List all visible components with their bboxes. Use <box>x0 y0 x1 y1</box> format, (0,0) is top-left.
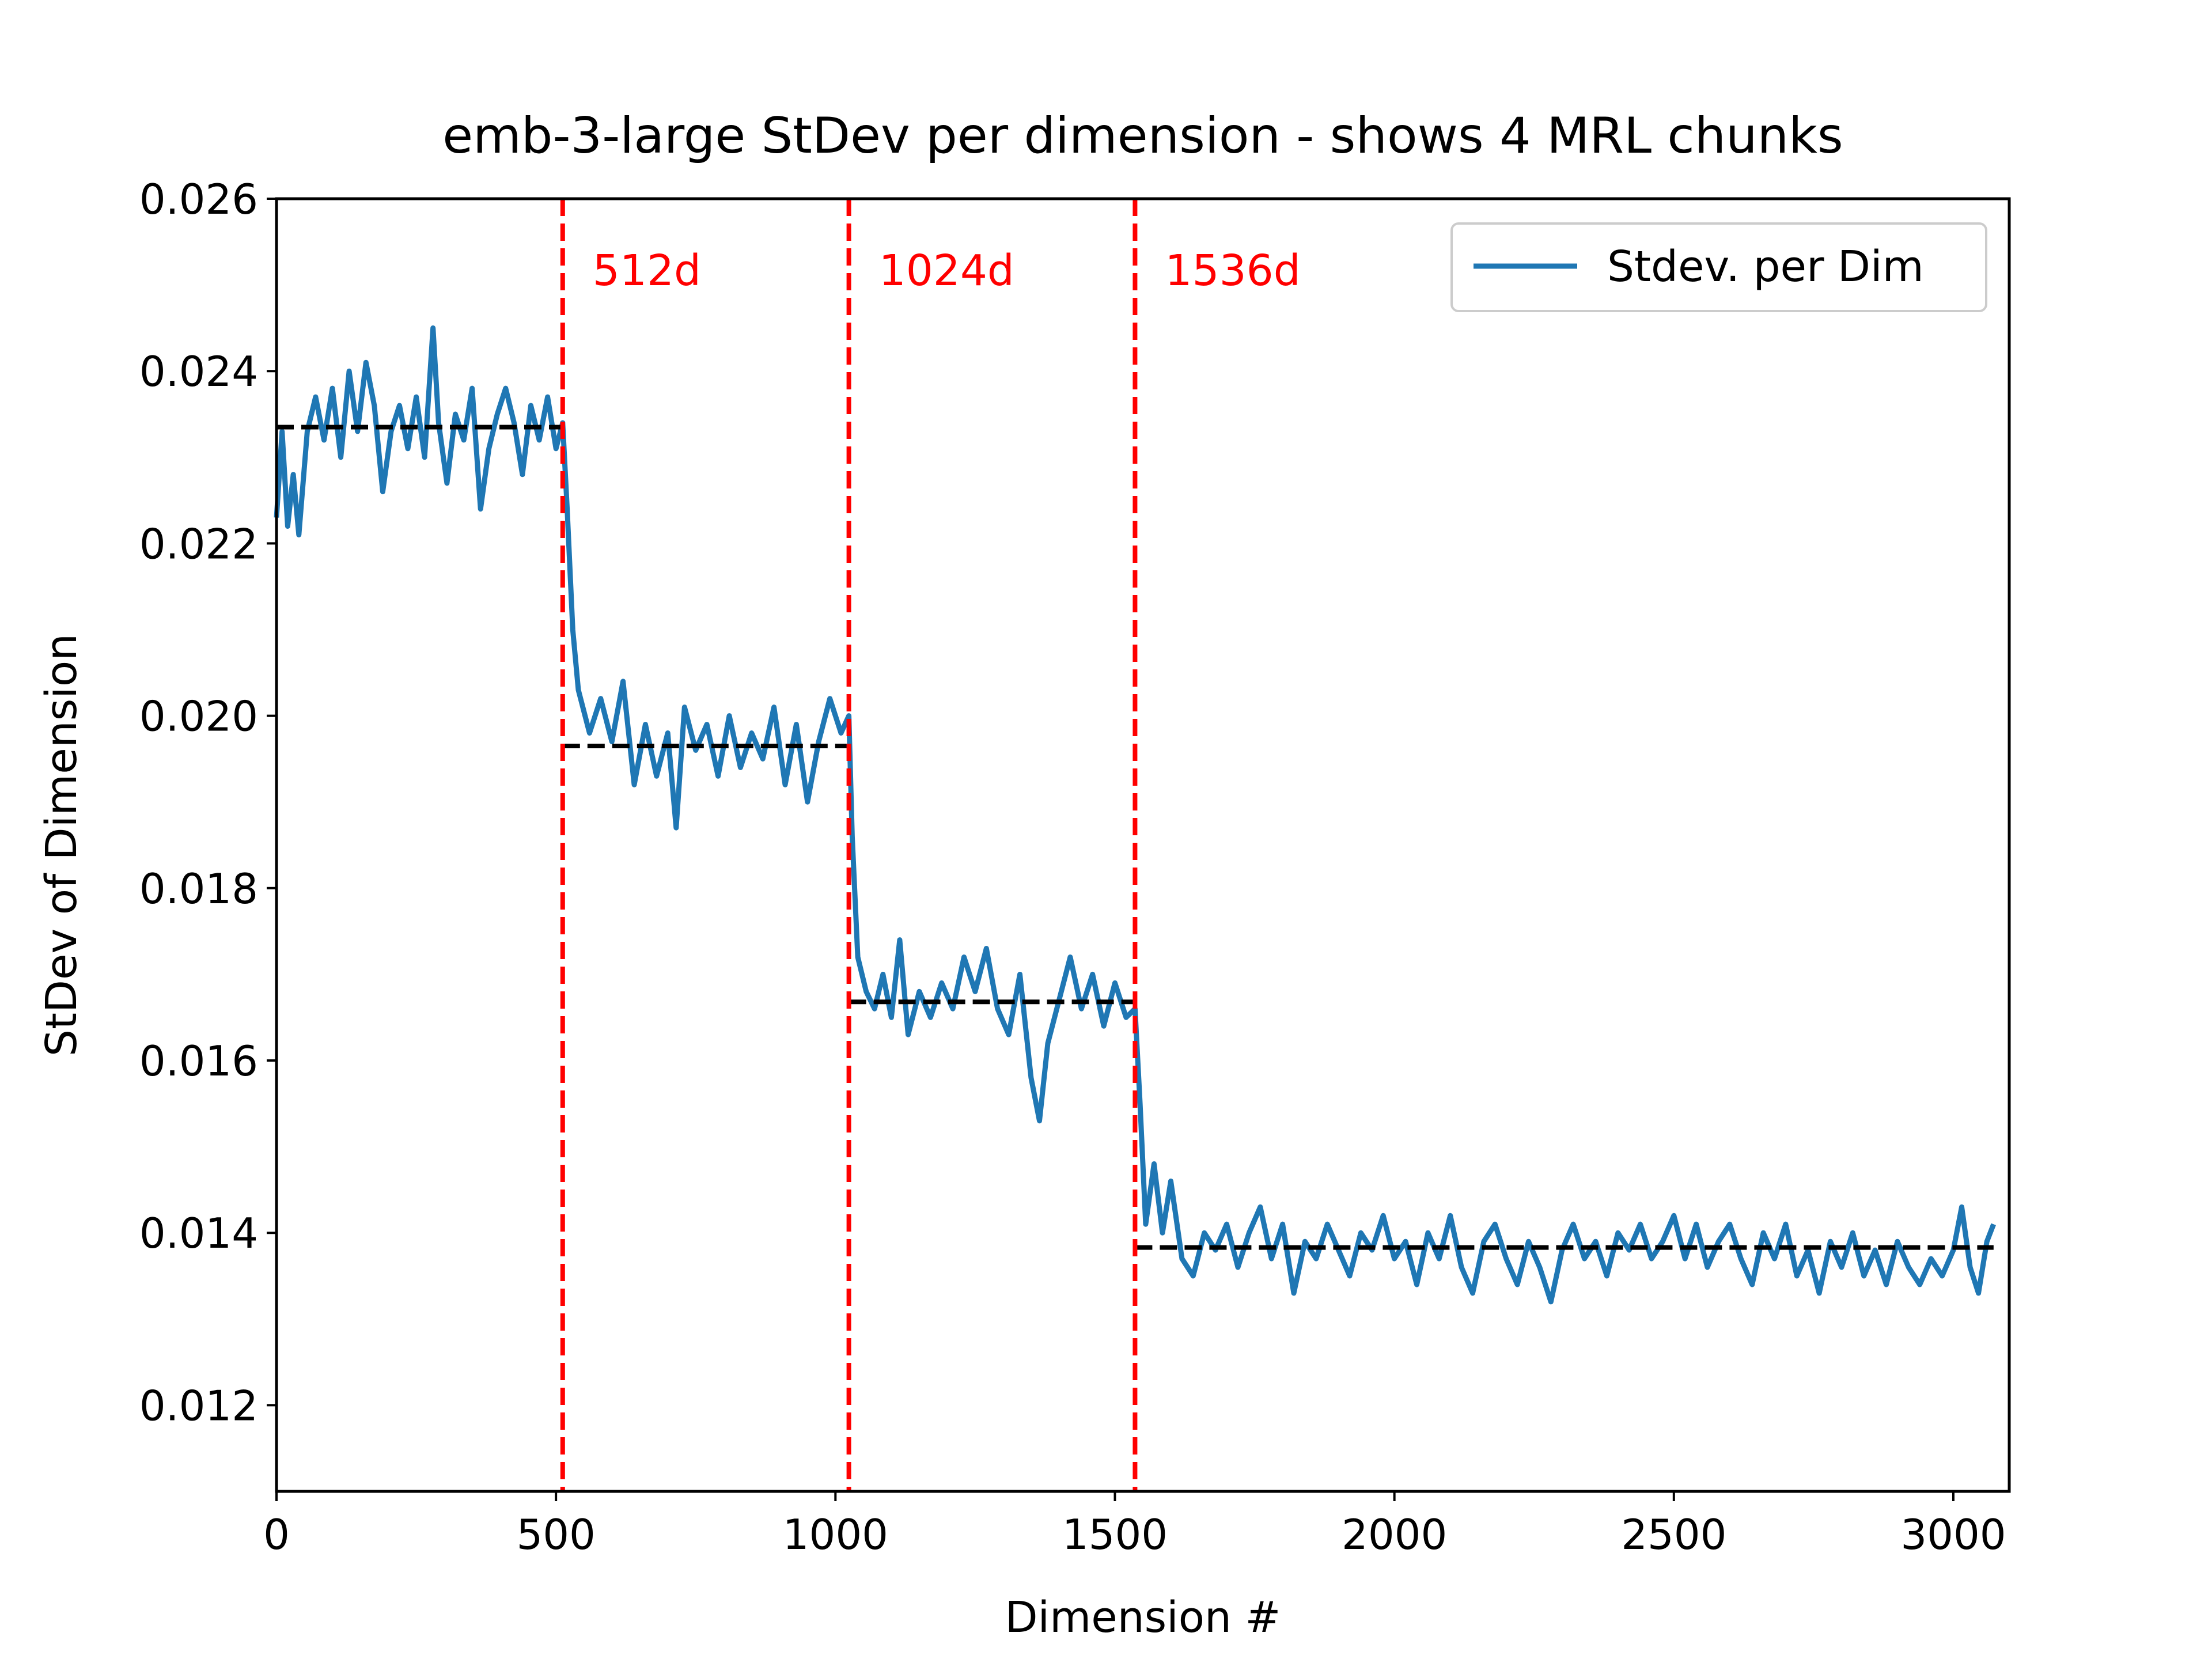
legend-label: Stdev. per Dim <box>1607 242 1924 291</box>
x-tick-label: 0 <box>263 1510 290 1559</box>
plot-frame <box>275 197 2011 1493</box>
chunk-boundary-label-1: 512d <box>593 246 701 296</box>
chunk-boundary-label-2: 1024d <box>879 246 1014 296</box>
x-tick-label: 1000 <box>783 1510 888 1559</box>
y-tick-label: 0.012 <box>139 1381 258 1430</box>
x-axis-label: Dimension # <box>1005 1593 1281 1642</box>
chunk-boundary-label-3: 1536d <box>1165 246 1300 296</box>
chart-title: emb-3-large StDev per dimension - shows … <box>442 107 1843 165</box>
y-tick-label: 0.020 <box>139 692 258 741</box>
y-tick-label: 0.018 <box>139 865 258 913</box>
y-tick-label: 0.026 <box>139 175 258 224</box>
series-line-0 <box>274 325 1996 1305</box>
x-tick-label: 1500 <box>1062 1510 1168 1559</box>
x-axis-ticks: 0 500 1000 1500 2000 2500 3000 <box>263 1491 2006 1559</box>
x-tick-label: 3000 <box>1900 1510 2006 1559</box>
legend-box <box>1450 222 1987 312</box>
x-tick-label: 2000 <box>1342 1510 1447 1559</box>
plot-marks: 512d 1024d 1536d <box>274 199 1996 1491</box>
x-tick-label: 500 <box>516 1510 595 1559</box>
x-tick-label: 2500 <box>1621 1510 1726 1559</box>
y-tick-label: 0.016 <box>139 1037 258 1085</box>
y-axis-label: StDev of Dimension <box>37 634 86 1056</box>
y-tick-label: 0.014 <box>139 1209 258 1257</box>
legend: Stdev. per Dim <box>1450 222 1987 312</box>
y-axis-ticks: 0.012 0.014 0.016 0.018 0.020 0.022 0.024 0.026 <box>139 175 276 1430</box>
y-tick-label: 0.022 <box>139 520 258 568</box>
y-tick-label: 0.024 <box>139 347 258 396</box>
